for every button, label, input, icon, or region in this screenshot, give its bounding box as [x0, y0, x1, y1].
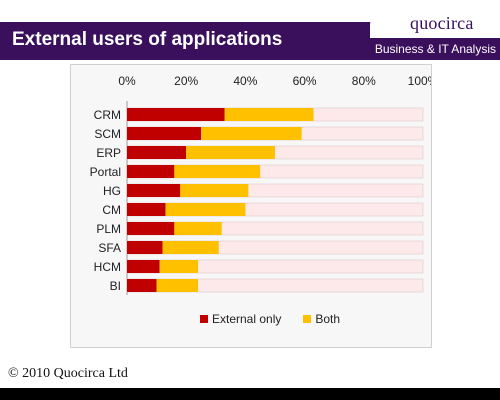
- y-tick-label: BI: [110, 279, 121, 293]
- y-tick-label: SCM: [94, 127, 121, 141]
- bar-external-only: [127, 127, 201, 140]
- tagline: Business & IT Analysis: [374, 42, 496, 56]
- bar-both: [165, 203, 246, 216]
- legend-label-external-only: External only: [212, 312, 282, 326]
- bar-chart: 0% 20% 40% 60% 80% 100% CRM SCM ERP Portal HG CM PLM…: [90, 74, 431, 295]
- y-tick-label: PLM: [96, 222, 121, 236]
- bar-external-only: [127, 184, 181, 197]
- bar-external-only: [127, 222, 175, 235]
- y-tick-label: HG: [103, 184, 121, 198]
- bar-both: [162, 241, 219, 254]
- legend-item-both: Both: [303, 312, 340, 326]
- y-tick-label: Portal: [90, 165, 121, 179]
- bar-external-only: [127, 279, 157, 292]
- bar-external-only: [127, 203, 166, 216]
- bar-external-only: [127, 241, 163, 254]
- y-tick-label: ERP: [96, 146, 121, 160]
- bar-external-only: [127, 108, 225, 121]
- logo-tab: [370, 12, 500, 38]
- company-logo: quocirca: [410, 13, 474, 33]
- x-tick-label: 80%: [352, 74, 376, 88]
- legend-label-both: Both: [315, 312, 341, 326]
- x-tick-label: 20%: [174, 74, 198, 88]
- bar-external-only: [127, 260, 160, 273]
- bar-both: [174, 165, 261, 178]
- chart-area: 0% 20% 40% 60% 80% 100% CRM SCM ERP Portal HG CM PLM…: [70, 64, 432, 348]
- bar-both: [180, 184, 249, 197]
- slide-title: External users of applications: [12, 29, 283, 50]
- x-tick-label: 40%: [233, 74, 257, 88]
- bar-external-only: [127, 165, 175, 178]
- bar-both: [174, 222, 222, 235]
- bar-both: [156, 279, 199, 292]
- x-tick-label: 60%: [293, 74, 317, 88]
- bar-both: [159, 260, 199, 273]
- legend-swatch-external-only: [200, 315, 208, 323]
- x-tick-label: 0%: [118, 74, 136, 88]
- slide: External users of applications quocirca …: [0, 0, 500, 388]
- bar-both: [201, 127, 302, 140]
- chart-legend: External only Both: [200, 312, 362, 326]
- copyright-footer: © 2010 Quocirca Ltd: [8, 366, 128, 381]
- x-tick-label: 100%: [408, 74, 431, 88]
- y-tick-label: CM: [102, 203, 121, 217]
- bar-both: [224, 108, 314, 121]
- bar-both: [186, 146, 275, 159]
- y-tick-label: HCM: [94, 260, 121, 274]
- legend-swatch-both: [303, 315, 312, 323]
- legend-item-external-only: External only: [200, 312, 281, 326]
- bar-external-only: [127, 146, 187, 159]
- y-tick-label: CRM: [94, 108, 121, 122]
- y-tick-label: SFA: [98, 241, 121, 255]
